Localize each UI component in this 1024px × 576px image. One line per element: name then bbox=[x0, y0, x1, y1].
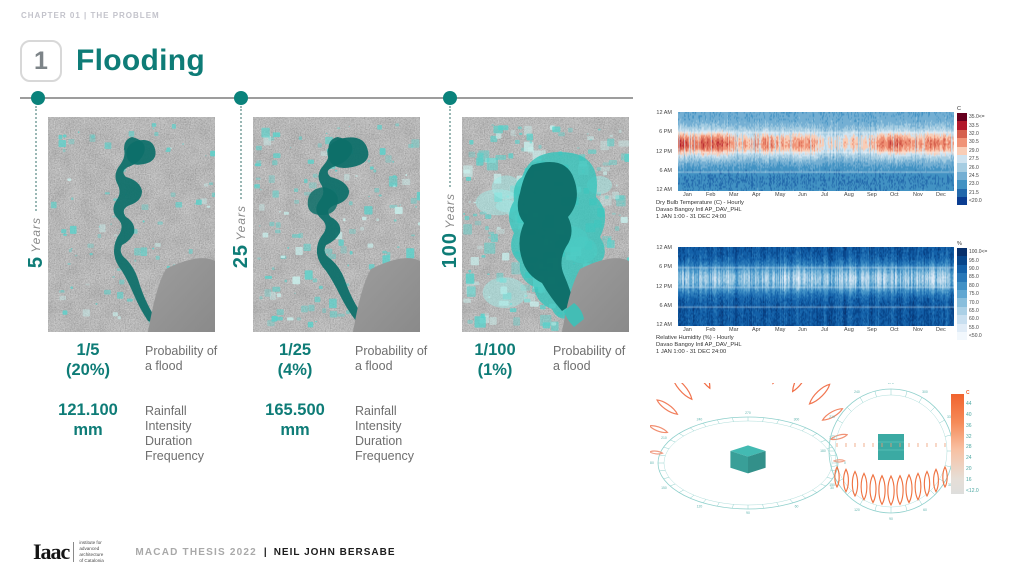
dotted-leader bbox=[35, 106, 37, 212]
svg-text:180: 180 bbox=[650, 461, 654, 465]
page-title: Flooding bbox=[76, 44, 206, 77]
timeline bbox=[20, 97, 633, 99]
years-axis-label-100: Years 100 bbox=[438, 106, 461, 268]
svg-text:120: 120 bbox=[854, 508, 860, 512]
rainfall-label: Rainfall Intensity Duration Frequency bbox=[145, 404, 205, 463]
sun-path-legend: C 44 40 36 32 28 24 20 16 <12.0 bbox=[951, 390, 979, 494]
svg-text:240: 240 bbox=[697, 418, 703, 422]
sun-legend-gradient bbox=[951, 394, 964, 494]
svg-text:120: 120 bbox=[697, 504, 703, 508]
temperature-heatmap bbox=[678, 112, 954, 191]
thesis-label: MACAD THESIS 2022 bbox=[135, 546, 257, 558]
sun-path-top-view: 0 30 60 90 120 150 180 210 240 270 300 330 bbox=[820, 383, 960, 521]
temperature-legend: C 35.0<= 33.5 32.0 30.5 29.0 27.5 26.0 24.5 23.0 2… bbox=[957, 106, 985, 206]
chapter-label: CHAPTER 01 | THE PROBLEM bbox=[21, 11, 160, 20]
title-row: 1 Flooding bbox=[20, 40, 205, 82]
years-axis-label-5: Years 5 bbox=[24, 106, 47, 268]
humidity-legend: % 100.0<= 95.0 90.0 85.0 80.0 75.0 70.0 65.0 60.0… bbox=[957, 241, 988, 341]
years-unit: Years bbox=[29, 217, 43, 253]
years-axis-label-25: Years 25 bbox=[229, 106, 252, 268]
footer: Iaac institute for advanced architecture… bbox=[33, 538, 396, 566]
probability-value: 1/25 (4%) bbox=[277, 341, 313, 379]
svg-text:0: 0 bbox=[844, 461, 846, 465]
footer-separator: | bbox=[263, 546, 267, 558]
svg-text:270: 270 bbox=[888, 383, 894, 385]
timeline-dot-1 bbox=[31, 91, 45, 105]
svg-text:60: 60 bbox=[923, 508, 927, 512]
years-unit: Years bbox=[234, 205, 248, 241]
svg-text:270: 270 bbox=[745, 411, 751, 415]
svg-text:240: 240 bbox=[854, 390, 860, 394]
chart-title: Dry Bulb Temperature (C) - Hourly bbox=[656, 200, 744, 206]
timeline-dot-3 bbox=[443, 91, 457, 105]
rainfall-label: Rainfall Intensity Duration Frequency bbox=[355, 404, 415, 463]
svg-text:30: 30 bbox=[948, 483, 952, 487]
dotted-leader bbox=[240, 106, 242, 200]
flood-map-25yr-image bbox=[253, 117, 420, 332]
humidity-x-axis: Jan Feb Mar Apr May Jun Jul Aug Sep Oct Nov Dec bbox=[683, 327, 946, 333]
author-name: NEIL JOHN BERSABE bbox=[273, 546, 396, 558]
probability-value: 1/100 (1%) bbox=[474, 341, 516, 379]
years-value: 5 bbox=[24, 255, 47, 268]
svg-text:300: 300 bbox=[922, 390, 928, 394]
svg-text:60: 60 bbox=[795, 504, 799, 508]
sun-legend-labels: C 44 40 36 32 28 24 20 16 <12.0 bbox=[966, 390, 979, 494]
chart-station: Davao Bangoy Intl AP_DAV_PHL bbox=[656, 207, 742, 214]
years-value: 25 bbox=[229, 243, 252, 268]
svg-text:150: 150 bbox=[661, 486, 667, 490]
iaac-logo-subtext: institute for advanced architecture of C… bbox=[79, 540, 104, 563]
rainfall-value: 165.500 mm bbox=[265, 401, 325, 439]
flood-map-100yr-image bbox=[462, 117, 629, 332]
chart-period: 1 JAN 1:00 - 31 DEC 24:00 bbox=[656, 214, 727, 221]
chart-period: 1 JAN 1:00 - 31 DEC 24:00 bbox=[656, 349, 727, 356]
flood-map-5yr-image bbox=[48, 117, 215, 332]
probability-value: 1/5 (20%) bbox=[65, 341, 110, 379]
humidity-heatmap bbox=[678, 247, 954, 326]
svg-text:150: 150 bbox=[829, 483, 835, 487]
svg-text:300: 300 bbox=[794, 418, 800, 422]
svg-text:330: 330 bbox=[947, 415, 953, 419]
years-unit: Years bbox=[443, 192, 457, 229]
svg-text:180: 180 bbox=[820, 449, 826, 453]
probability-label: Probability of a flood bbox=[145, 344, 218, 373]
iaac-logo: Iaac bbox=[33, 539, 70, 564]
humidity-y-axis: 12 AM 6 PM 12 PM 6 AM 12 AM bbox=[656, 244, 672, 329]
humidity-caption: Relative Humidity (%) - Hourly Davao Ban… bbox=[656, 335, 742, 357]
probability-label: Probability of a flood bbox=[355, 344, 428, 373]
chapter-number-box: 1 bbox=[20, 40, 62, 82]
rainfall-value: 121.100 mm bbox=[58, 401, 118, 439]
svg-text:90: 90 bbox=[746, 511, 750, 515]
temperature-y-axis: 12 AM 6 PM 12 PM 6 AM 12 AM bbox=[656, 109, 672, 194]
years-value: 100 bbox=[438, 231, 461, 268]
footer-divider bbox=[73, 542, 75, 562]
svg-text:210: 210 bbox=[661, 436, 667, 440]
chart-title: Relative Humidity (%) - Hourly bbox=[656, 335, 734, 341]
dotted-leader bbox=[449, 106, 451, 187]
temperature-caption: Dry Bulb Temperature (C) - Hourly Davao … bbox=[656, 200, 744, 222]
svg-text:30: 30 bbox=[830, 486, 834, 490]
svg-text:90: 90 bbox=[889, 517, 893, 521]
chart-station: Davao Bangoy Intl AP_DAV_PHL bbox=[656, 342, 742, 349]
svg-text:210: 210 bbox=[829, 415, 835, 419]
timeline-dot-2 bbox=[234, 91, 248, 105]
temperature-x-axis: Jan Feb Mar Apr May Jun Jul Aug Sep Oct Nov Dec bbox=[683, 192, 946, 198]
probability-label: Probability of a flood bbox=[553, 344, 626, 373]
